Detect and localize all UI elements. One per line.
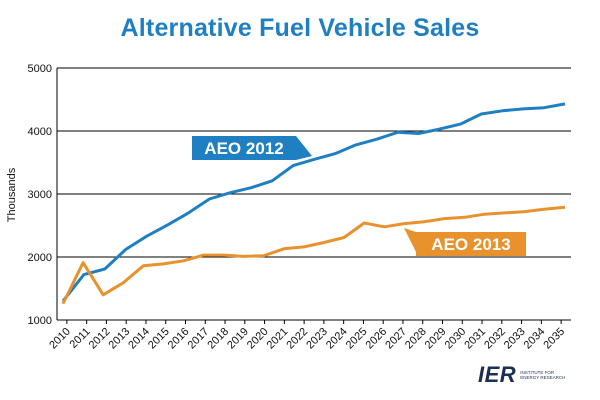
series-line-2 bbox=[61, 205, 566, 305]
x-tick-label: 2021 bbox=[265, 326, 291, 352]
y-tick-label: 2000 bbox=[28, 252, 52, 264]
x-tick-label: 2025 bbox=[344, 326, 370, 352]
x-tick-label: 2029 bbox=[423, 326, 449, 352]
x-tick-label: 2031 bbox=[462, 326, 488, 352]
chart-title: Alternative Fuel Vehicle Sales bbox=[120, 14, 480, 42]
series-lines bbox=[61, 102, 566, 305]
x-tick-label: 2011 bbox=[68, 326, 93, 351]
x-tick-label: 2035 bbox=[541, 326, 567, 352]
annotation-tag-pointer bbox=[404, 228, 416, 252]
y-tick-label: 5000 bbox=[28, 63, 52, 75]
x-tick-label: 2032 bbox=[482, 326, 508, 352]
x-tick-label: 2010 bbox=[47, 326, 73, 352]
x-tick-label: 2022 bbox=[284, 326, 310, 352]
x-tick-label: 2013 bbox=[107, 326, 133, 352]
logo-subtitle: Institute for Energy Research bbox=[520, 370, 566, 380]
annotation-label: AEO 2012 bbox=[204, 139, 283, 158]
axes bbox=[56, 68, 571, 324]
x-tick-label: 2016 bbox=[166, 326, 192, 352]
x-tick-label: 2017 bbox=[186, 326, 212, 352]
annotation-tag-box bbox=[192, 136, 296, 160]
x-tick-label: 2015 bbox=[146, 326, 172, 352]
annotation-label: AEO 2013 bbox=[431, 235, 510, 254]
series-line-1 bbox=[61, 102, 566, 303]
x-tick-label: 2026 bbox=[364, 326, 390, 352]
x-tick-label: 2033 bbox=[502, 326, 528, 352]
y-tick-label: 3000 bbox=[28, 189, 52, 201]
x-tick-labels: 2010201120122013201420152016201720182019… bbox=[47, 326, 567, 352]
annotation-tag-box bbox=[416, 232, 526, 256]
x-tick-label: 2014 bbox=[126, 326, 152, 352]
x-tick-label: 2018 bbox=[205, 326, 231, 352]
gridlines bbox=[57, 67, 571, 321]
x-tick-label: 2030 bbox=[443, 326, 469, 352]
ier-logo: IER Institute for Energy Research bbox=[478, 362, 572, 387]
x-tick-label: 2019 bbox=[225, 326, 251, 352]
x-tick-label: 2023 bbox=[304, 326, 330, 352]
annotation-tag-pointer bbox=[296, 136, 312, 160]
y-axis-title: Thousands bbox=[6, 167, 18, 222]
series-annotations: AEO 2012 AEO 2013 bbox=[192, 136, 526, 256]
logo-mark: IER bbox=[478, 362, 517, 387]
x-tick-label: 2012 bbox=[87, 326, 113, 352]
y-tick-label: 1000 bbox=[28, 315, 52, 327]
y-tick-label: 4000 bbox=[28, 126, 52, 138]
y-tick-labels: 1000 2000 3000 4000 5000 bbox=[28, 63, 52, 327]
x-tick-label: 2024 bbox=[324, 326, 350, 352]
x-tick-label: 2027 bbox=[383, 326, 409, 352]
x-tick-label: 2034 bbox=[522, 326, 548, 352]
x-tick-label: 2028 bbox=[403, 326, 429, 352]
x-tick-label: 2020 bbox=[245, 326, 271, 352]
